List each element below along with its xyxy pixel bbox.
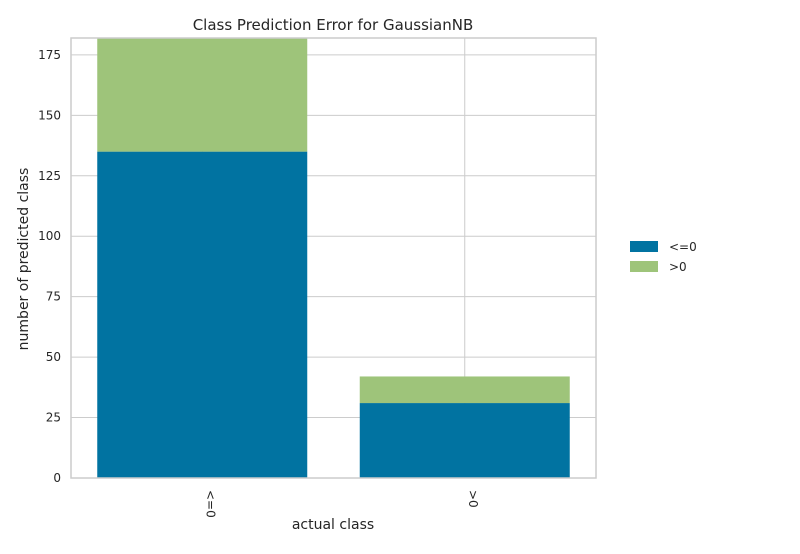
legend-label: >0 [669,260,687,274]
plot-area: 0 25 50 75 100 125 150 175 <=0 >0 [38,37,597,518]
legend-swatch [630,261,658,272]
x-tick-label: <=0 [203,490,217,518]
chart-title: Class Prediction Error for GaussianNB [193,16,474,34]
legend-label: <=0 [669,240,697,254]
y-tick-label: 50 [46,350,61,364]
bar-segment [97,151,308,478]
plot-frame [70,37,597,479]
legend: <=0>0 [630,240,697,274]
bar-segment [359,376,570,404]
y-tick-label: 25 [46,411,61,425]
y-axis-label: number of predicted class [16,168,32,351]
y-tick-label: 150 [38,108,61,122]
legend-swatch [630,241,658,252]
y-tick-label: 75 [46,290,61,304]
y-tick-label: 0 [53,471,61,485]
bar-segment [97,38,308,152]
bar-segment [359,403,570,478]
y-tick-label: 100 [38,229,61,243]
y-tick-label: 125 [38,169,61,183]
x-axis-label: actual class [292,517,374,533]
x-tick-label: >0 [466,490,480,508]
y-tick-label: 175 [38,48,61,62]
